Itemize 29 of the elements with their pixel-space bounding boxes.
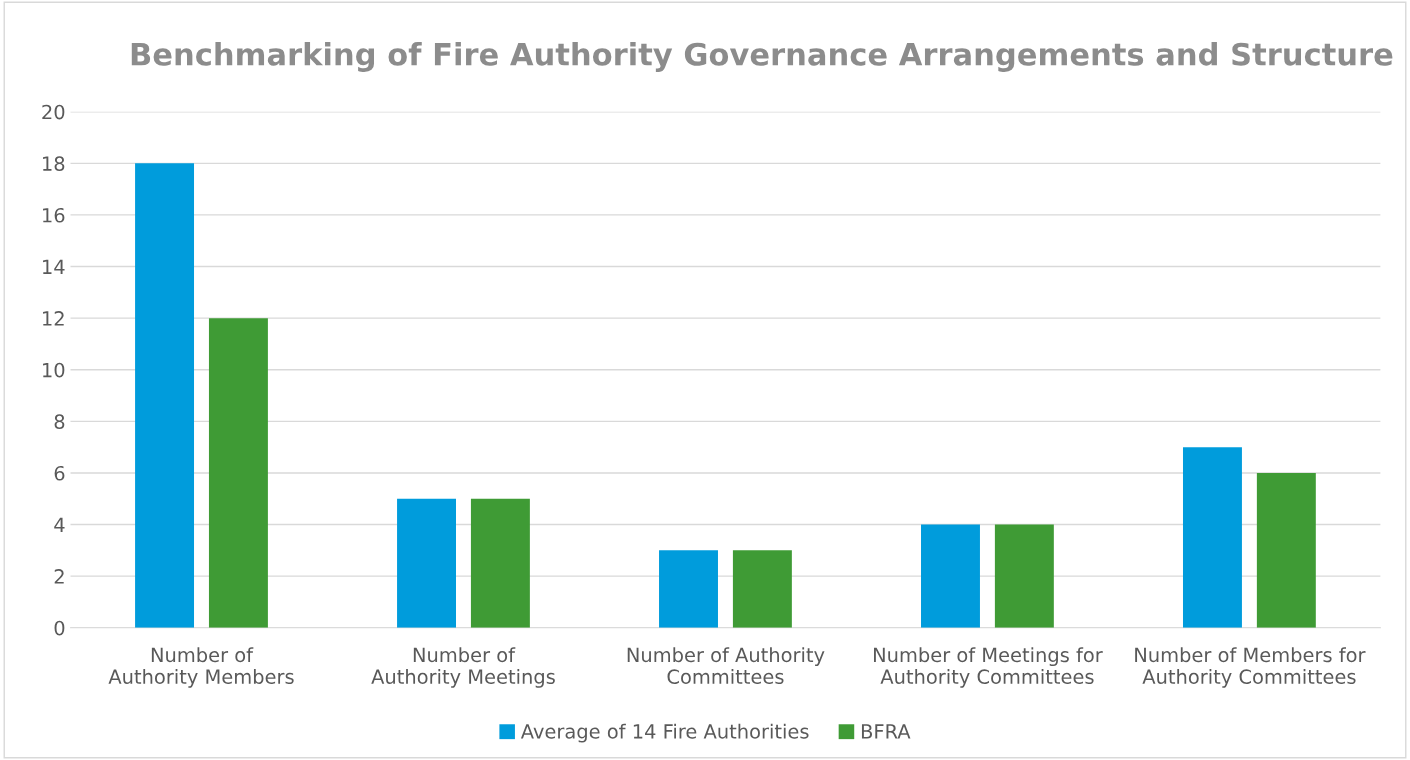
y-tick-label: 2 (54, 569, 64, 584)
bar (397, 498, 456, 628)
chart-title: Benchmarking of Fire Authority Governance Arrangements and Structure (131, 42, 1393, 72)
y-tick-label: 0 (54, 620, 65, 636)
x-tick-label: Number of Authority Members (108, 647, 294, 688)
bar (1182, 447, 1242, 628)
y-tick-label: 18 (43, 156, 65, 171)
bar (921, 524, 980, 628)
bar (994, 524, 1054, 628)
y-tick-label: 6 (54, 465, 65, 481)
y-tick-label: 20 (42, 104, 65, 120)
legend-label: BFRA (861, 724, 911, 739)
y-tick-label: 4 (54, 517, 65, 532)
y-tick-label: 8 (54, 414, 65, 430)
x-tick-label: Number of Meetings for Authority Committees (874, 647, 1103, 688)
bar (470, 498, 530, 628)
y-tick-label: 10 (43, 362, 65, 378)
bar (208, 318, 268, 628)
y-tick-label: 14 (43, 259, 65, 274)
legend-label: Average of 14 Fire Authorities (520, 723, 809, 743)
bar (1256, 472, 1316, 628)
x-tick-label: Number of Authority Meetings (371, 647, 555, 688)
y-tick-label: 12 (43, 311, 64, 326)
x-tick-label: Number of Members for Authority Committees (1135, 647, 1366, 688)
bar (659, 550, 718, 628)
bar (732, 550, 792, 628)
x-tick-label: Number of Authority Committees (627, 647, 825, 685)
y-tick-label: 16 (43, 207, 65, 223)
bar (135, 163, 195, 628)
